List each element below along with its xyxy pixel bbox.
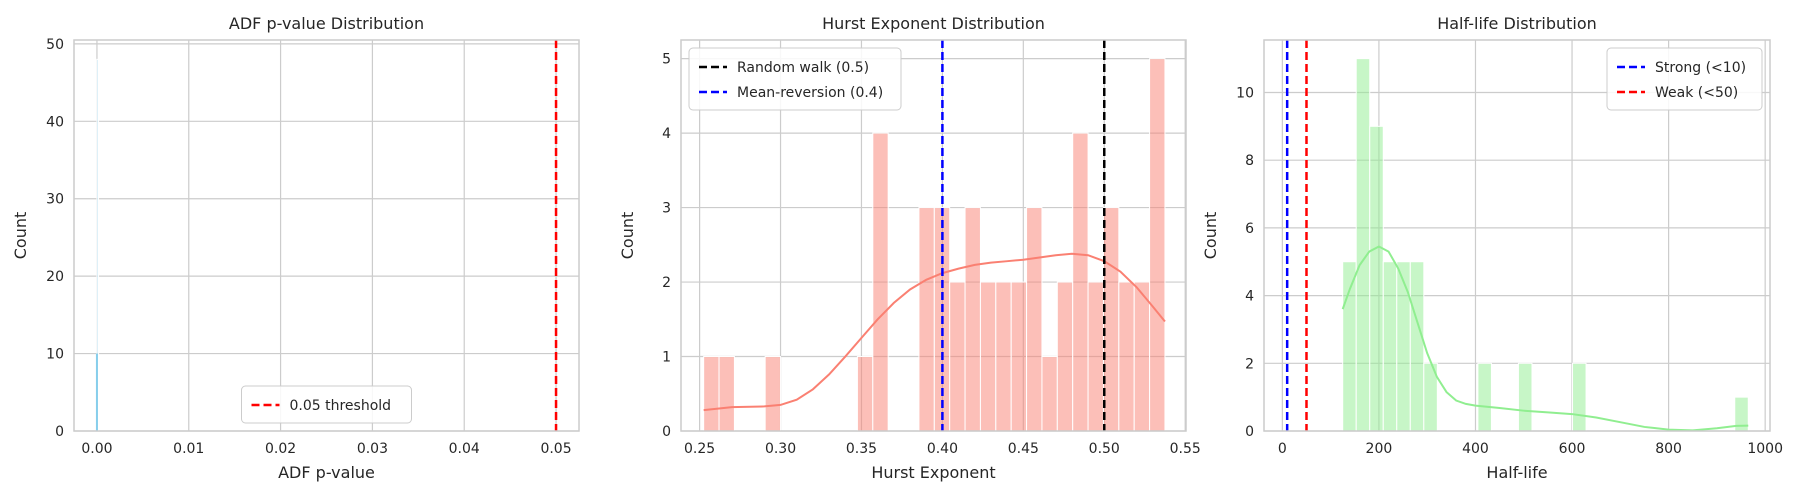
y-tick-label: 5 <box>662 52 671 68</box>
x-tick-label: 0.05 <box>540 441 571 457</box>
x-tick-label: 400 <box>1462 441 1489 457</box>
histogram-bar <box>1572 362 1587 432</box>
y-tick-label: 10 <box>1236 85 1254 101</box>
y-tick-label: 4 <box>662 126 671 142</box>
histogram-bar <box>1149 58 1166 432</box>
x-axis-label: Hurst Exponent <box>871 463 995 482</box>
x-axis-label: ADF p-value <box>278 463 375 482</box>
axes-frame <box>1263 39 1771 432</box>
histogram-bar <box>1056 281 1074 432</box>
legend: Random walk (0.5) Mean-reversion (0.4) <box>688 47 902 111</box>
histogram-bar <box>1396 261 1411 432</box>
histogram-bar <box>1369 125 1384 432</box>
x-tick-label: 200 <box>1366 441 1393 457</box>
legend-box <box>241 385 412 424</box>
histogram-bar <box>949 281 966 432</box>
y-tick-label: 8 <box>1245 153 1254 169</box>
x-tick-label: 0.25 <box>684 441 715 457</box>
y-tick-label: 4 <box>1245 289 1254 305</box>
chart-panel-2: 0.25 0.30 0.35 0.40 0.45 0.50 0.55 0 1 2 3 4 5 Hurst … <box>618 14 1201 482</box>
axes-frame <box>680 39 1187 432</box>
x-tick-label: 600 <box>1559 441 1586 457</box>
histogram-bar <box>1355 58 1371 432</box>
histogram-bar <box>979 281 997 432</box>
histogram-bar <box>1409 261 1425 432</box>
axes-frame <box>73 39 580 432</box>
y-tick-label: 10 <box>46 347 64 363</box>
legend-label: Random walk (0.5) <box>737 60 869 76</box>
histogram-bar <box>1382 261 1398 432</box>
x-tick-label: 0.00 <box>81 441 112 457</box>
x-tick-label: 0.02 <box>265 441 296 457</box>
legend: 0.05 threshold <box>241 385 412 424</box>
x-axis-label: Half-life <box>1486 463 1547 482</box>
histogram-bar <box>703 356 720 432</box>
histogram-bar <box>995 281 1012 432</box>
histogram-bar <box>1026 207 1043 432</box>
histogram-bar <box>856 356 874 432</box>
y-axis-label: Count <box>11 212 30 260</box>
kde-curve <box>703 252 1166 412</box>
x-tick-label: 0.30 <box>765 441 796 457</box>
y-tick-label: 20 <box>46 269 64 285</box>
legend-box <box>1606 47 1763 111</box>
legend-label: 0.05 threshold <box>290 398 392 414</box>
x-tick-label: 0.35 <box>846 441 877 457</box>
y-tick-label: 1 <box>662 350 671 366</box>
y-axis-label: Count <box>618 212 637 260</box>
histogram-bar <box>918 207 935 432</box>
y-tick-label: 2 <box>662 275 671 291</box>
y-tick-label: 50 <box>46 37 64 53</box>
y-tick-label: 2 <box>1245 356 1254 372</box>
x-tick-label: 0.55 <box>1170 441 1201 457</box>
legend-box <box>688 47 902 111</box>
x-tick-label: 0.03 <box>357 441 388 457</box>
x-tick-label: 0.04 <box>449 441 480 457</box>
y-tick-label: 0 <box>55 424 64 440</box>
y-tick-label: 6 <box>1245 221 1254 237</box>
x-tick-label: 0.40 <box>927 441 958 457</box>
x-tick-label: 0.50 <box>1089 441 1120 457</box>
chart-panel-3: 0 200 400 600 800 1000 0 2 4 6 8 10 Half-life Distri… <box>1201 14 1783 482</box>
x-tick-label: 0.01 <box>173 441 204 457</box>
histogram-bar <box>1041 356 1058 432</box>
plot-area <box>74 40 579 431</box>
y-tick-label: 0 <box>1245 424 1254 440</box>
y-axis-label: Count <box>1201 212 1220 260</box>
y-tick-label: 30 <box>46 192 64 208</box>
chart-title: Hurst Exponent Distribution <box>822 14 1045 33</box>
legend: Strong (<10) Weak (<50) <box>1606 47 1763 111</box>
y-tick-label: 40 <box>46 114 64 130</box>
histogram-bar <box>1072 132 1089 432</box>
histogram-bar <box>964 207 981 432</box>
x-tick-label: 0.45 <box>1008 441 1039 457</box>
histogram-bar <box>1133 281 1151 432</box>
x-tick-label: 800 <box>1655 441 1682 457</box>
histogram-bar <box>1087 281 1104 432</box>
x-tick-label: 1000 <box>1747 441 1783 457</box>
y-tick-label: 0 <box>662 424 671 440</box>
histogram-bar <box>1102 207 1120 432</box>
kde-curve <box>1341 245 1749 432</box>
chart-panel-1: 0.00 0.01 0.02 0.03 0.04 0.05 0 10 20 30 40 50 ADF p… <box>11 14 580 482</box>
histogram-bar <box>764 356 782 432</box>
legend-label: Strong (<10) <box>1655 60 1746 76</box>
histogram-bar <box>1010 281 1028 432</box>
y-tick-label: 3 <box>662 201 671 217</box>
histogram-bar <box>1517 362 1533 432</box>
x-tick-label: 0 <box>1278 441 1287 457</box>
histogram-bar <box>1342 261 1357 432</box>
legend-label: Mean-reversion (0.4) <box>737 85 883 101</box>
histogram-bar <box>718 356 735 432</box>
legend-label: Weak (<50) <box>1655 85 1738 101</box>
histogram-bar <box>872 132 889 432</box>
chart-title: Half-life Distribution <box>1437 14 1597 33</box>
histogram-bar <box>1477 362 1492 432</box>
histogram-bar <box>1118 281 1135 432</box>
chart-title: ADF p-value Distribution <box>229 14 424 33</box>
